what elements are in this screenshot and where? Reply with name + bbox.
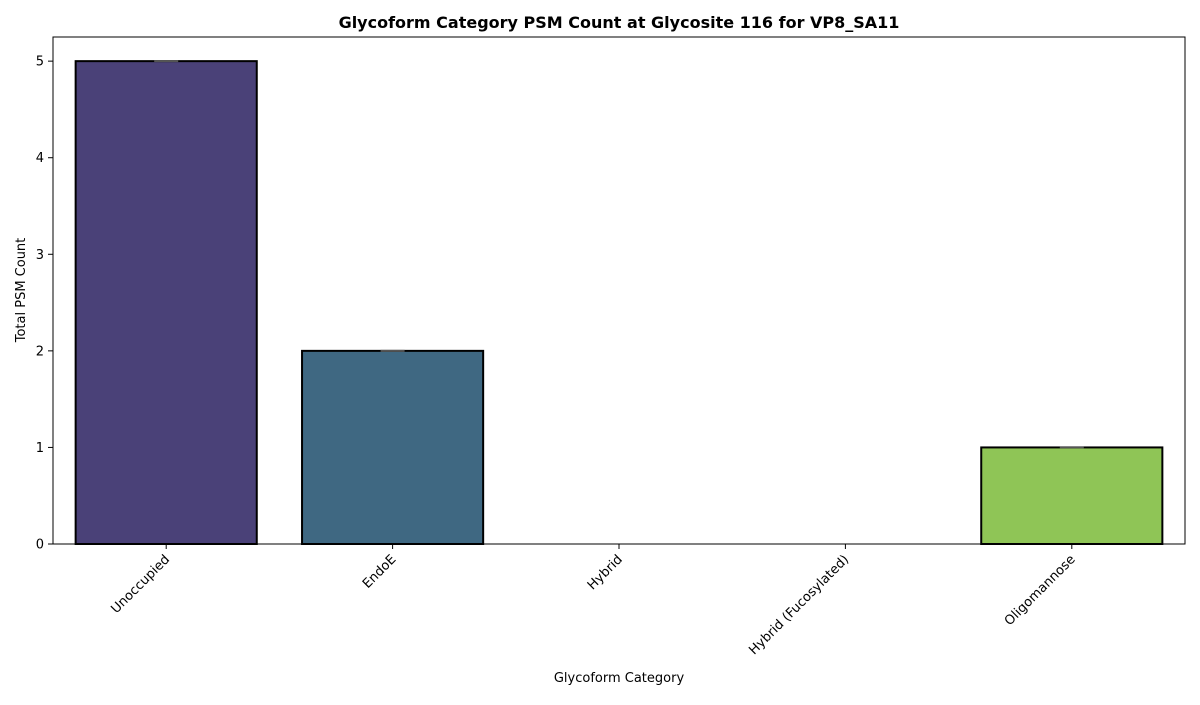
y-tick-label: 1 xyxy=(36,441,44,456)
x-axis-label: Glycoform Category xyxy=(554,671,685,686)
x-tick-label: Oligomannose xyxy=(1002,552,1079,629)
chart-title: Glycoform Category PSM Count at Glycosit… xyxy=(339,13,900,32)
bar-endoe xyxy=(301,349,485,545)
x-tick-label: Hybrid (Fucosylated) xyxy=(746,552,852,658)
x-tick-label: EndoE xyxy=(360,552,400,592)
plot-frame xyxy=(52,36,1186,545)
y-tick-label: 2 xyxy=(36,344,44,359)
x-tick-label: Hybrid xyxy=(585,552,626,593)
plot-area: Unoccupied EndoE Hybrid Hybrid (Fucosylated… xyxy=(36,36,1186,658)
bar-unoccupied xyxy=(74,60,258,546)
y-tick-label: 4 xyxy=(36,151,44,166)
bar-oligomannose xyxy=(980,446,1164,545)
y-tick-label: 3 xyxy=(36,248,44,263)
x-tick-label: Unoccupied xyxy=(108,552,173,617)
y-tick-label: 5 xyxy=(36,55,44,70)
y-axis-label: Total PSM Count xyxy=(14,238,29,344)
y-tick-label: 0 xyxy=(36,538,44,553)
